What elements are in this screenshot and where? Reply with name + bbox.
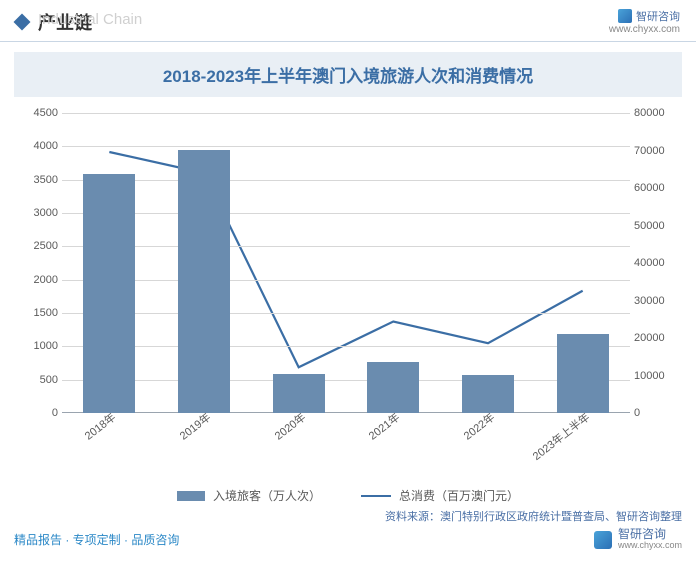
y-left-tick: 0: [22, 407, 58, 419]
header-right: 智研咨询 www.chyxx.com: [609, 8, 680, 35]
legend: 入境旅客（万人次） 总消费（百万澳门元）: [0, 487, 696, 504]
y-right-tick: 10000: [634, 370, 678, 382]
section-label-stack: Industrial Chain 产业链: [38, 9, 92, 35]
legend-bar-label: 入境旅客（万人次）: [213, 487, 321, 504]
grid-line: [62, 280, 630, 281]
diamond-icon: [14, 13, 31, 30]
y-left-tick: 4500: [22, 107, 58, 119]
header: Industrial Chain 产业链 智研咨询 www.chyxx.com: [0, 0, 696, 39]
plot-area: 0500100015002000250030003500400045000100…: [62, 113, 630, 413]
grid-line: [62, 213, 630, 214]
legend-bar: 入境旅客（万人次）: [177, 487, 321, 504]
x-tick-label: 2022年: [460, 409, 498, 443]
y-left-tick: 1000: [22, 340, 58, 352]
brand-logo-icon: [618, 9, 632, 23]
grid-line: [62, 113, 630, 114]
grid-line: [62, 380, 630, 381]
y-left-tick: 4000: [22, 140, 58, 152]
footer-logo-icon: [594, 531, 612, 549]
source-note: 资料来源：澳门特别行政区政府统计暨普查局、智研咨询整理: [0, 504, 696, 524]
x-tick-label: 2018年: [81, 409, 119, 443]
chart-title-band: 2018-2023年上半年澳门入境旅游人次和消费情况: [14, 52, 682, 97]
section-label-en: Industrial Chain: [38, 11, 142, 28]
x-tick-label: 2021年: [365, 409, 403, 443]
bar: [178, 150, 230, 413]
bar: [83, 174, 135, 413]
grid-line: [62, 346, 630, 347]
y-right-tick: 60000: [634, 182, 678, 194]
y-right-tick: 20000: [634, 332, 678, 344]
grid-line: [62, 146, 630, 147]
bar: [557, 334, 609, 413]
y-left-tick: 2000: [22, 274, 58, 286]
line-series-svg: [62, 113, 630, 413]
y-right-tick: 50000: [634, 220, 678, 232]
y-left-tick: 3500: [22, 174, 58, 186]
y-left-tick: 1500: [22, 307, 58, 319]
header-left: Industrial Chain 产业链: [16, 9, 92, 35]
brand-name: 智研咨询: [636, 8, 680, 24]
bar: [367, 362, 419, 413]
y-right-tick: 30000: [634, 295, 678, 307]
bar: [462, 375, 514, 413]
x-tick-label: 2020年: [271, 409, 309, 443]
brand-url: www.chyxx.com: [609, 24, 680, 35]
chart-title: 2018-2023年上半年澳门入境旅游人次和消费情况: [163, 67, 533, 86]
footer-brand-url: www.chyxx.com: [618, 541, 682, 551]
legend-line-label: 总消费（百万澳门元）: [399, 487, 519, 504]
grid-line: [62, 246, 630, 247]
footer-brand: 智研咨询 www.chyxx.com: [594, 528, 682, 551]
y-left-tick: 2500: [22, 240, 58, 252]
y-right-tick: 0: [634, 407, 678, 419]
x-tick-label: 2023年上半年: [529, 409, 593, 464]
footer: 精品报告 · 专项定制 · 品质咨询 智研咨询 www.chyxx.com: [0, 524, 696, 559]
header-divider: [0, 41, 696, 42]
grid-line: [62, 180, 630, 181]
bar: [273, 374, 325, 413]
y-right-tick: 80000: [634, 107, 678, 119]
y-left-tick: 3000: [22, 207, 58, 219]
brand-row: 智研咨询: [618, 8, 680, 24]
legend-line: 总消费（百万澳门元）: [361, 487, 519, 504]
footer-slogan: 精品报告 · 专项定制 · 品质咨询: [14, 531, 179, 548]
x-tick-label: 2019年: [176, 409, 214, 443]
y-right-tick: 40000: [634, 257, 678, 269]
y-left-tick: 500: [22, 374, 58, 386]
legend-line-swatch: [361, 495, 391, 497]
footer-brand-text: 智研咨询 www.chyxx.com: [618, 528, 682, 551]
chart: 0 500 1000 1500 2000 2500 3000 3500 4000 4500 0 100…: [14, 103, 682, 483]
y-right-tick: 70000: [634, 145, 678, 157]
legend-bar-swatch: [177, 491, 205, 501]
grid-line: [62, 313, 630, 314]
